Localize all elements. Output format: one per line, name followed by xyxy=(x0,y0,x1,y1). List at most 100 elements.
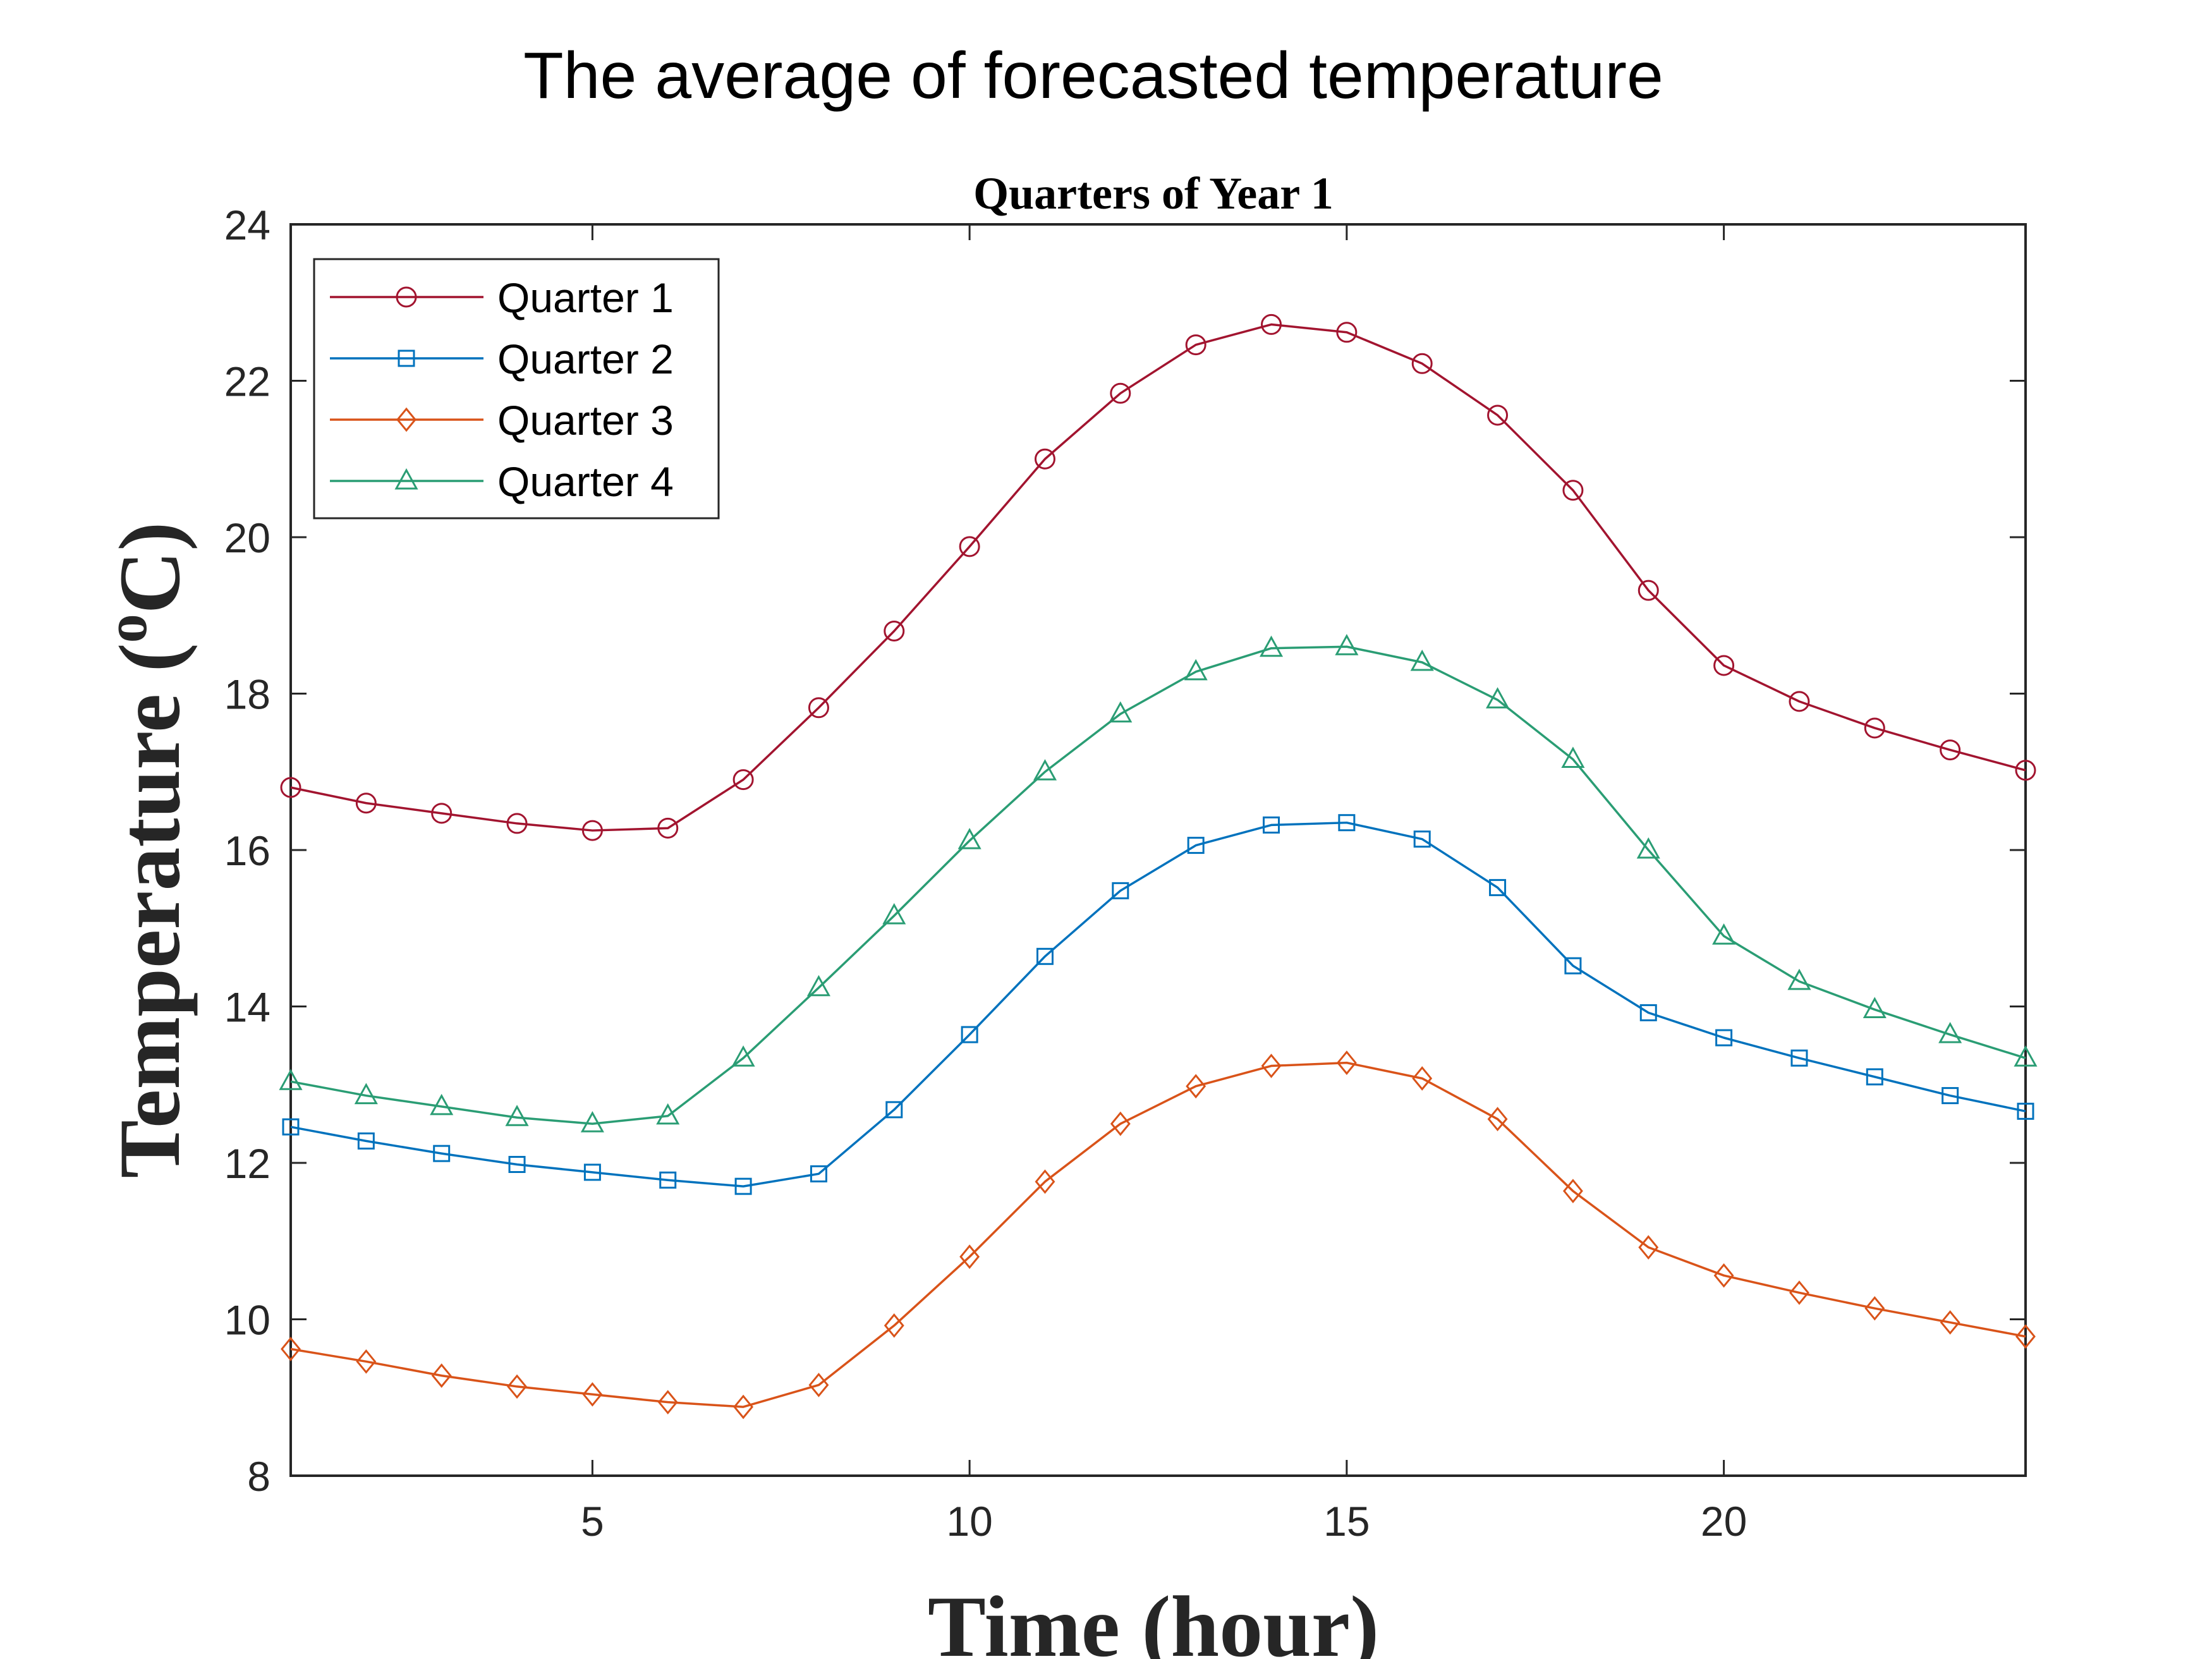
data-point xyxy=(1713,655,1735,676)
data-point xyxy=(1636,837,1660,859)
x-tick-labels: 5 10 15 20 xyxy=(581,1498,1747,1545)
data-point xyxy=(282,1118,300,1136)
y-tick-label: 14 xyxy=(224,984,270,1031)
data-point xyxy=(733,1394,754,1419)
series-3 xyxy=(281,1050,2036,1419)
x-tick-label: 5 xyxy=(581,1498,604,1545)
legend-label: Quarter 1 xyxy=(497,274,674,321)
series-line xyxy=(290,323,2026,832)
data-point xyxy=(732,769,754,791)
data-point xyxy=(581,820,603,841)
data-point xyxy=(281,1337,301,1361)
data-point xyxy=(1033,759,1057,781)
data-point xyxy=(806,975,830,997)
data-point xyxy=(1336,1050,1357,1075)
data-point xyxy=(959,1244,980,1269)
legend-entry: Quarter 4 xyxy=(330,458,674,505)
x-axis-label: Time (hour) xyxy=(928,1578,1379,1659)
data-point xyxy=(1564,957,1582,975)
y-axis-label-main: Temperature ( xyxy=(101,643,198,1178)
data-point xyxy=(2017,1102,2034,1120)
legend-marker xyxy=(396,286,417,308)
data-point xyxy=(583,1164,601,1181)
data-point xyxy=(1787,968,1811,990)
data-point xyxy=(357,1132,375,1150)
data-point xyxy=(1562,1179,1583,1203)
data-point xyxy=(1410,649,1434,671)
data-point xyxy=(961,1026,978,1043)
data-point xyxy=(1112,882,1129,899)
data-point xyxy=(1263,816,1280,834)
x-tick-label: 10 xyxy=(946,1498,992,1545)
data-point xyxy=(1110,382,1131,404)
data-point xyxy=(1187,837,1205,854)
data-point xyxy=(1035,1169,1055,1194)
series-line xyxy=(290,821,2026,1188)
data-point xyxy=(1942,1087,1959,1105)
y-tick-label: 24 xyxy=(224,202,270,248)
data-point xyxy=(355,793,377,814)
data-point xyxy=(431,803,453,824)
y-tick-label: 16 xyxy=(224,827,270,874)
y-axis-label-unit: C) xyxy=(101,522,198,614)
data-point xyxy=(1036,947,1054,965)
y-tick-label: 22 xyxy=(224,358,270,405)
legend: Quarter 1 Quarter 2 Quarter 3 Quarter 4 xyxy=(313,258,720,520)
y-axis-label-superscript: o xyxy=(94,614,159,643)
data-point xyxy=(1715,1029,1733,1047)
y-tick-labels: 8 10 12 14 16 18 20 22 24 xyxy=(224,202,270,1500)
legend-box xyxy=(313,258,720,520)
data-point xyxy=(1412,1066,1433,1091)
data-point xyxy=(2015,760,2036,781)
data-point xyxy=(1562,480,1584,501)
x-tick-label: 20 xyxy=(1701,1498,1747,1545)
data-point xyxy=(1938,1021,1962,1043)
data-point xyxy=(1261,313,1282,335)
chart-subtitle: Quarters of Year 1 xyxy=(973,168,1334,219)
series-2 xyxy=(282,814,2034,1195)
data-point xyxy=(885,1101,903,1119)
data-point xyxy=(1561,746,1585,768)
data-point xyxy=(1638,580,1659,601)
data-point xyxy=(430,1093,454,1115)
data-point xyxy=(508,1155,526,1173)
data-point xyxy=(506,813,528,834)
data-point xyxy=(1109,701,1133,723)
legend-marker xyxy=(398,349,415,367)
data-point xyxy=(1940,739,1961,761)
y-tick-label: 12 xyxy=(224,1140,270,1187)
data-point xyxy=(957,828,981,849)
series-line xyxy=(290,645,2026,1125)
data-point xyxy=(1336,322,1358,343)
y-tick-label: 20 xyxy=(224,514,270,561)
series-line xyxy=(290,1061,2026,1408)
data-point xyxy=(2015,1324,2036,1349)
data-point xyxy=(580,1111,604,1133)
x-tick-label: 15 xyxy=(1323,1498,1370,1545)
data-point xyxy=(1034,448,1055,470)
data-point xyxy=(1864,1296,1885,1321)
data-point xyxy=(2014,1045,2038,1067)
data-point xyxy=(1184,659,1208,681)
data-point xyxy=(731,1045,755,1067)
data-point xyxy=(1110,1111,1131,1136)
data-point xyxy=(959,536,980,557)
data-point xyxy=(659,1171,677,1189)
data-point xyxy=(582,1382,603,1407)
data-point xyxy=(1789,1280,1809,1305)
legend-entry: Quarter 1 xyxy=(330,274,674,321)
data-point xyxy=(1866,1068,1883,1086)
data-point xyxy=(1411,353,1433,374)
data-point xyxy=(1487,404,1509,426)
data-point xyxy=(1489,878,1507,896)
data-point xyxy=(1638,1235,1659,1260)
y-tick-label: 8 xyxy=(247,1453,270,1500)
y-tick-label: 10 xyxy=(224,1297,270,1344)
data-point xyxy=(884,1313,904,1338)
data-point xyxy=(1261,1054,1282,1078)
legend-label: Quarter 2 xyxy=(497,336,674,382)
data-point xyxy=(1864,717,1885,739)
data-point xyxy=(505,1105,529,1126)
data-point xyxy=(882,902,906,925)
